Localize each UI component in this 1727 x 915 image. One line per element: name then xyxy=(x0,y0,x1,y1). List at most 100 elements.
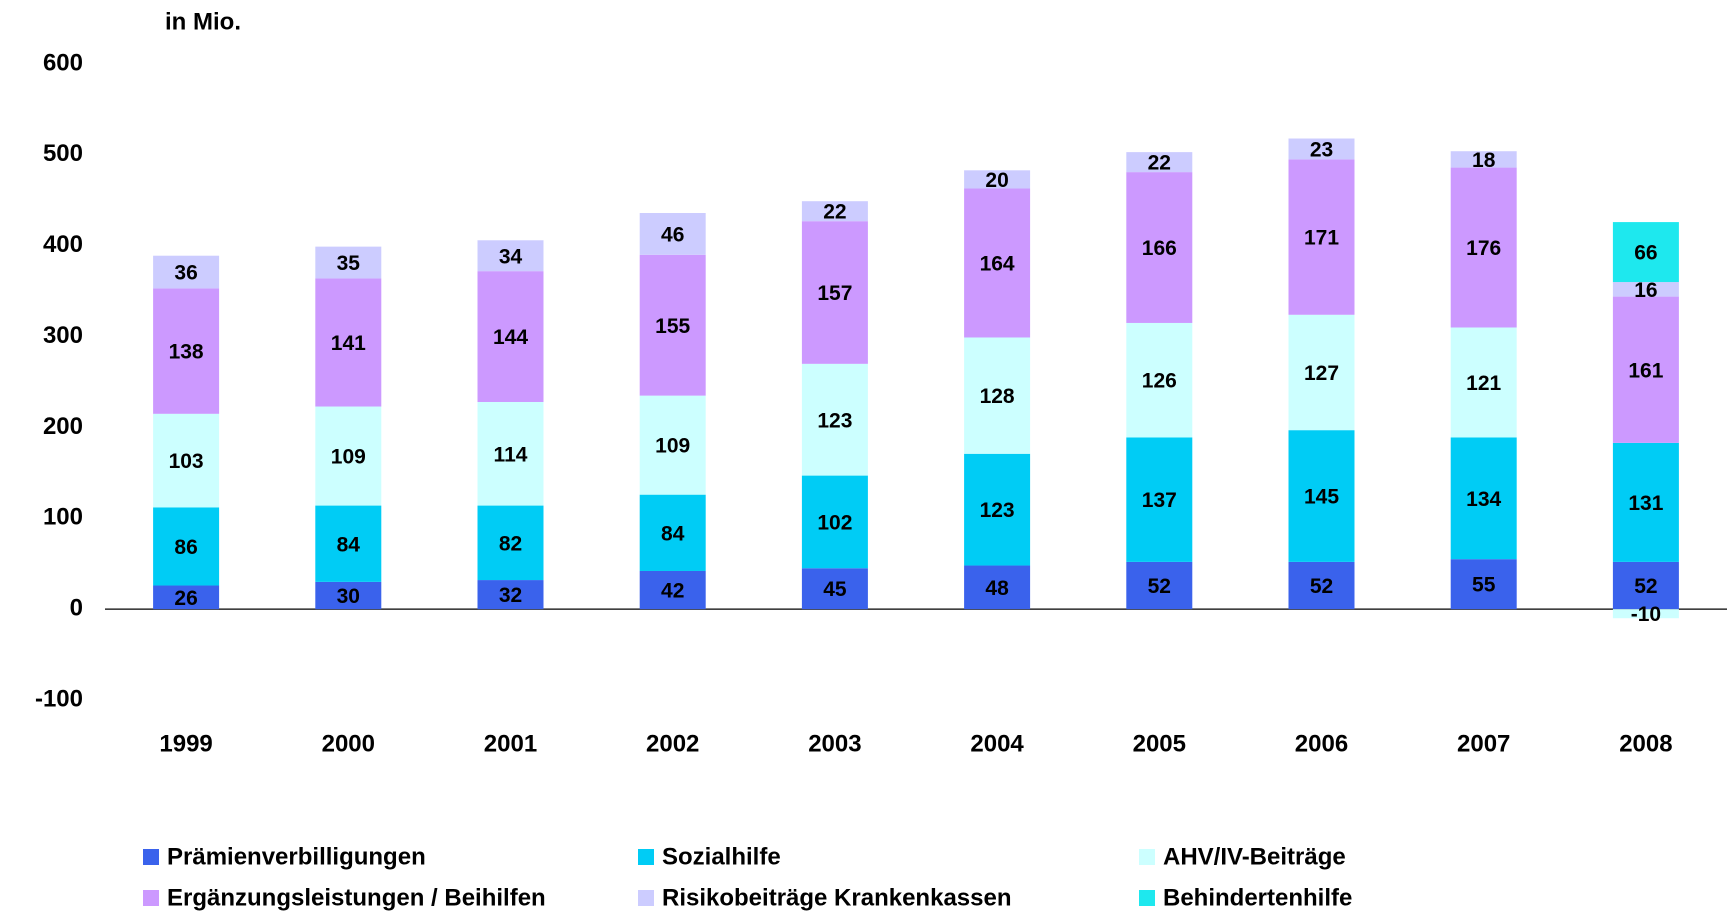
bar-segment xyxy=(1450,151,1517,168)
bar-segment xyxy=(639,494,706,571)
value-label: 84 xyxy=(337,533,361,556)
value-label: 126 xyxy=(1142,370,1177,393)
x-tick-label: 2004 xyxy=(970,730,1024,757)
value-label: 161 xyxy=(1628,359,1663,382)
value-label: 55 xyxy=(1472,574,1496,597)
value-label: 114 xyxy=(494,443,528,466)
bar-segment xyxy=(639,395,706,495)
legend-label: Ergänzungsleistungen / Beihilfen xyxy=(167,884,546,911)
x-tick-label: 2000 xyxy=(322,730,375,757)
value-label: 121 xyxy=(1466,372,1501,395)
bar-segment xyxy=(315,246,382,279)
value-label: 128 xyxy=(980,385,1015,408)
legend-label: Behindertenhilfe xyxy=(1163,884,1352,911)
bar-segment xyxy=(315,505,382,582)
bar-segment xyxy=(477,240,544,272)
value-label: 123 xyxy=(980,499,1015,522)
value-label: 23 xyxy=(1310,138,1333,161)
x-tick-label: 1999 xyxy=(159,730,212,757)
bar-segment xyxy=(801,363,868,476)
value-label: 66 xyxy=(1634,242,1657,265)
value-label: 123 xyxy=(817,409,852,432)
bar-segment xyxy=(1288,159,1355,315)
value-label: 52 xyxy=(1310,575,1333,598)
value-label: 166 xyxy=(1142,237,1177,260)
bar-segment xyxy=(477,580,544,610)
y-tick-label: 200 xyxy=(43,413,83,440)
bar-segment xyxy=(1450,437,1517,560)
bar-segment xyxy=(1612,222,1679,283)
value-label: 30 xyxy=(337,585,360,608)
bar-segment xyxy=(1288,561,1355,610)
bar-segment xyxy=(639,213,706,255)
value-label: 176 xyxy=(1466,237,1501,260)
bar-segment xyxy=(477,401,544,506)
y-tick-label: 300 xyxy=(43,322,83,349)
y-tick-label: 500 xyxy=(43,140,83,167)
y-tick-label: 400 xyxy=(43,231,83,258)
bar-segment xyxy=(1126,322,1193,438)
value-label: 157 xyxy=(817,282,852,305)
value-label: -10 xyxy=(1631,603,1661,626)
legend-label: Prämienverbilligungen xyxy=(167,843,426,870)
legend-swatch xyxy=(143,890,159,906)
value-label: 46 xyxy=(661,223,684,246)
bar-segment xyxy=(801,221,868,364)
x-tick-label: 2001 xyxy=(484,730,537,757)
value-label: 109 xyxy=(655,435,690,458)
value-label: 22 xyxy=(823,201,846,224)
bar-segment xyxy=(1612,442,1679,562)
value-label: 35 xyxy=(337,252,361,275)
bar-segment xyxy=(1450,327,1517,438)
value-label: 134 xyxy=(1466,488,1501,511)
value-label: 36 xyxy=(174,262,197,285)
legend-swatch xyxy=(638,849,654,865)
value-label: 171 xyxy=(1304,227,1339,250)
x-tick-label: 2005 xyxy=(1133,730,1186,757)
x-tick-label: 2006 xyxy=(1295,730,1348,757)
value-label: 20 xyxy=(985,169,1008,192)
x-tick-label: 2003 xyxy=(808,730,861,757)
value-label: 138 xyxy=(169,341,204,364)
value-label: 109 xyxy=(331,446,366,469)
bar-segment xyxy=(315,278,382,407)
value-label: 86 xyxy=(174,536,197,559)
value-label: 137 xyxy=(1142,489,1177,512)
bar-segment xyxy=(964,337,1031,454)
legend-swatch xyxy=(638,890,654,906)
bar-segment xyxy=(315,581,382,610)
bar-segment xyxy=(153,585,220,610)
bar-segment xyxy=(1450,559,1517,610)
bar-segment xyxy=(1288,430,1355,562)
bar-segment xyxy=(1612,561,1679,610)
bar-segment xyxy=(964,453,1031,566)
bar-segment xyxy=(153,507,220,586)
bar-segment xyxy=(1126,437,1193,562)
bar-segment xyxy=(1126,172,1193,323)
bar-segment xyxy=(1612,282,1679,297)
value-label: 42 xyxy=(661,580,684,603)
bar-segment xyxy=(153,413,220,508)
bar-segment xyxy=(964,188,1031,338)
value-label: 102 xyxy=(817,511,852,534)
value-label: 131 xyxy=(1628,492,1663,515)
bar-segment xyxy=(1126,152,1193,173)
bar-segment xyxy=(964,565,1031,610)
x-tick-label: 2002 xyxy=(646,730,699,757)
legend-label: Sozialhilfe xyxy=(662,843,781,870)
legend-label: Risikobeiträge Krankenkassen xyxy=(662,884,1012,911)
y-tick-label: 600 xyxy=(43,49,83,76)
value-label: 52 xyxy=(1634,575,1657,598)
value-label: 145 xyxy=(1304,486,1339,509)
y-tick-label: 100 xyxy=(43,504,83,531)
bar-segment xyxy=(477,505,544,581)
value-label: 45 xyxy=(823,578,847,601)
value-label: 16 xyxy=(1634,279,1657,302)
value-label: 52 xyxy=(1148,575,1171,598)
value-label: 48 xyxy=(985,577,1009,600)
legend-swatch xyxy=(1139,890,1155,906)
value-label: 103 xyxy=(169,450,204,473)
bar-segment xyxy=(801,201,868,222)
chart-title: in Mio. xyxy=(165,8,241,35)
bar-segment xyxy=(477,271,544,402)
